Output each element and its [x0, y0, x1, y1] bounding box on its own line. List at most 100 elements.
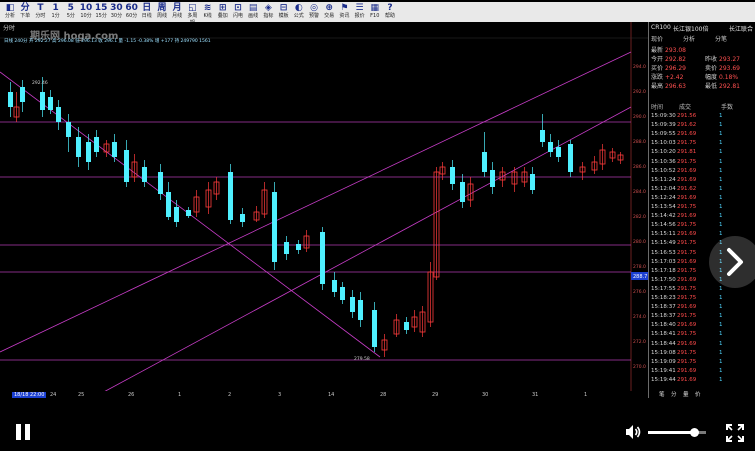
toolbar-button[interactable]: ◧ 分析 — [3, 3, 17, 21]
toolbar-icon: 10 — [79, 3, 93, 13]
tick-row: 15:15:11 291.69 1 — [649, 230, 755, 238]
tick-price: 291.62 — [677, 122, 697, 129]
toolbar-button[interactable]: ☰ 报价 — [353, 3, 367, 21]
candle — [303, 230, 310, 252]
tick-time: 15:17:03 — [651, 258, 676, 265]
tick-row: 15:19:44 291.69 1 — [649, 376, 755, 384]
price-axis-label: 288.0 — [633, 139, 646, 145]
candle — [193, 190, 200, 217]
volume-button[interactable] — [624, 423, 642, 441]
toolbar-button[interactable]: 日日线 — [140, 3, 154, 21]
toolbar-button[interactable]: 60 60分 — [125, 3, 139, 21]
toolbar-button[interactable]: ? 帮助 — [383, 3, 397, 21]
toolbar-button[interactable]: ⊞ 叠加 — [216, 3, 230, 21]
candle — [433, 167, 440, 280]
toolbar-label: 资讯 — [339, 13, 350, 19]
toolbar-button[interactable]: ▤ 画线 — [246, 3, 260, 21]
toolbar-button[interactable]: 月月线 — [170, 3, 184, 21]
toolbar-button[interactable]: 5 5分 — [64, 3, 78, 21]
tick-price: 291.75 — [677, 358, 697, 365]
tick-time: 15:17:55 — [651, 285, 676, 292]
toolbar-button[interactable]: ⊟ 模板 — [277, 3, 291, 21]
price-axis-label: 278.0 — [633, 264, 646, 270]
kline-chart[interactable]: 分时 期乐网 hoga.com 日线 240分 开 292.27 高 296.0… — [0, 22, 648, 398]
tick-footer-tab[interactable]: 笔 — [659, 392, 665, 398]
candle — [186, 207, 191, 218]
tick-vol: 1 — [719, 322, 723, 329]
pause-button[interactable] — [14, 424, 34, 442]
tick-footer-tab[interactable]: 量 — [683, 392, 689, 398]
tick-row: 15:10:03 291.75 1 — [649, 139, 755, 147]
toolbar-icon: ≋ — [203, 3, 212, 13]
quote-tab[interactable]: 分笔 — [715, 36, 728, 43]
price-axis-label: 276.0 — [633, 289, 646, 295]
tick-row: 15:19:09 291.75 1 — [649, 358, 755, 366]
tick-time: 15:09:39 — [651, 122, 676, 129]
tick-vol: 1 — [719, 194, 723, 201]
candle — [103, 140, 110, 157]
toolbar-button[interactable]: ≋ K线 — [201, 3, 215, 21]
candle — [94, 130, 99, 157]
volume-slider[interactable] — [648, 428, 706, 437]
candle — [450, 160, 455, 190]
toolbar-button[interactable]: ◎ 预警 — [307, 3, 321, 21]
toolbar-button[interactable]: 1 1分 — [49, 3, 63, 21]
toolbar-icon: 60 — [125, 3, 138, 13]
tick-row: 15:10:52 291.69 1 — [649, 167, 755, 175]
tick-footer-tab[interactable]: 价 — [695, 392, 701, 398]
tick-price: 291.75 — [677, 249, 697, 256]
toolbar-button[interactable]: ◈ 指标 — [261, 3, 275, 21]
price-axis: 294.0 292.0 290.0 288.0 286.0 284.0 282.0 280.0… — [633, 64, 646, 370]
tick-price: 291.69 — [677, 194, 697, 201]
volume-handle[interactable] — [689, 428, 699, 437]
toolbar-button[interactable]: 30 30分 — [109, 3, 123, 21]
toolbar-button[interactable]: ⊕ 交易 — [322, 3, 336, 21]
toolbar-label: 公式 — [293, 13, 304, 19]
kline-chart-canvas[interactable]: 分时 期乐网 hoga.com 日线 240分 开 292.27 高 296.0… — [0, 22, 648, 398]
symbol-subtitle: 长江银100倍 — [673, 26, 709, 33]
tick-price: 291.75 — [677, 313, 697, 320]
high-marker: 292.46 — [32, 80, 48, 86]
tick-time: 15:18:37 — [651, 304, 676, 311]
tick-row: 15:18:44 291.69 1 — [649, 340, 755, 348]
tick-vol: 1 — [719, 367, 723, 374]
candle — [393, 314, 400, 337]
toolbar-button[interactable]: 15 15分 — [94, 3, 108, 21]
toolbar-button[interactable]: ⊡ 闪电 — [231, 3, 245, 21]
next-slide-button[interactable] — [709, 236, 755, 288]
chart-period-tab[interactable]: 分时 — [3, 24, 15, 32]
toolbar-icon: ▤ — [248, 3, 258, 13]
quote-field-value: 0.18% — [719, 74, 739, 81]
toolbar-icon: 分 — [20, 3, 30, 13]
fullscreen-button[interactable] — [726, 424, 744, 442]
tick-footer-tab[interactable]: 分 — [671, 392, 677, 398]
quote-field-value: 293.08 — [665, 47, 686, 54]
quote-tab[interactable]: 现价 — [651, 36, 664, 43]
horizontal-lines — [0, 121, 631, 361]
tick-row: 15:17:03 291.69 1 — [649, 258, 755, 266]
toolbar-button[interactable]: ◱多周期 — [185, 3, 199, 26]
toolbar-button[interactable]: ⚑ 资讯 — [337, 3, 351, 21]
candle — [591, 156, 598, 174]
tick-vol: 1 — [719, 204, 723, 210]
toolbar-button[interactable]: ◐ 公式 — [292, 3, 306, 21]
date-axis-label: 3 — [278, 392, 282, 398]
toolbar-button[interactable]: 分下单 — [18, 3, 32, 21]
tick-price: 291.69 — [677, 231, 697, 238]
toolbar-button[interactable]: ▦ F10 — [368, 3, 382, 21]
toolbar-icon: ◈ — [264, 3, 272, 13]
quote-field-label: 昨收 — [705, 56, 718, 63]
toolbar-button[interactable]: 10 10分 — [79, 3, 93, 21]
toolbar-button[interactable]: T 分时 — [33, 3, 47, 21]
candle — [530, 167, 535, 194]
candle — [261, 182, 268, 218]
candle — [419, 306, 426, 337]
toolbar-icon: ⚑ — [340, 3, 349, 13]
candle — [131, 154, 138, 182]
toolbar-button[interactable]: 周周线 — [155, 3, 169, 21]
candle — [521, 167, 528, 187]
tick-row: 15:18:37 291.69 1 — [649, 303, 755, 311]
quote-tab[interactable]: 分析 — [683, 36, 696, 43]
tick-row: 15:09:30 291.56 1 — [649, 112, 755, 120]
tick-vol: 1 — [719, 131, 723, 138]
